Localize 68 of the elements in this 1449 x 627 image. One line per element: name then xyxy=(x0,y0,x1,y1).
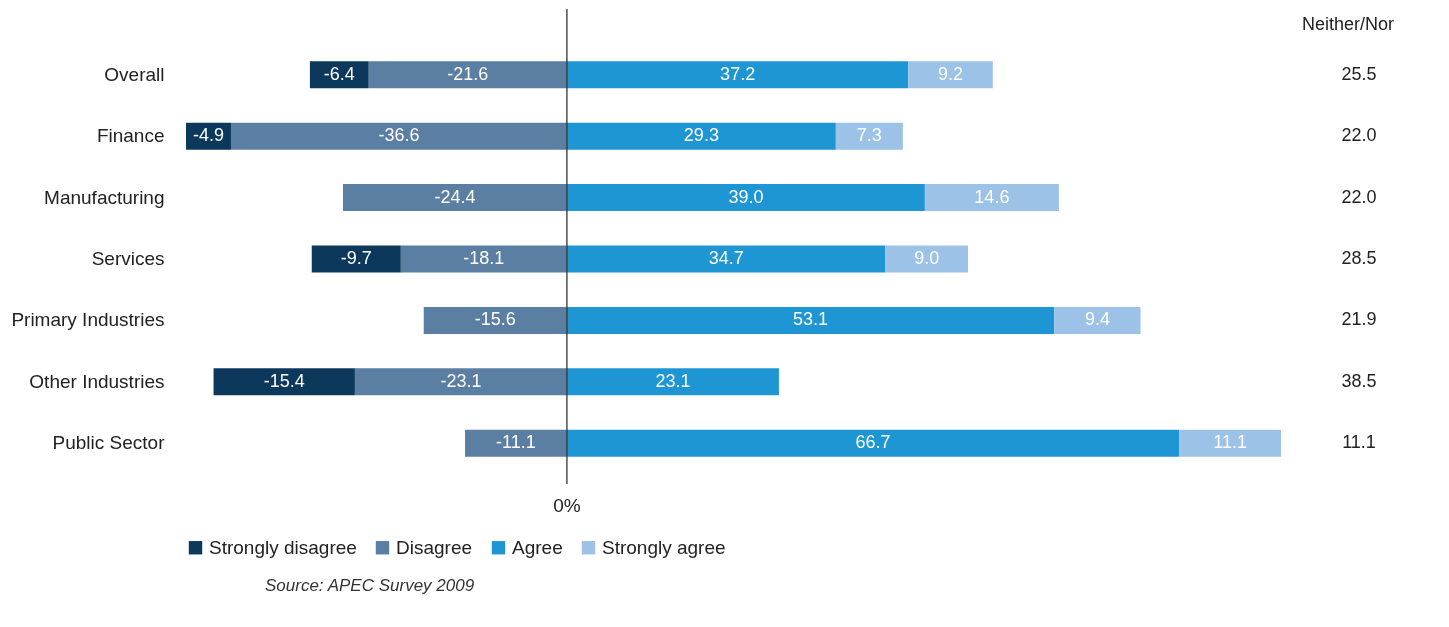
bar xyxy=(342,184,567,212)
bar xyxy=(1179,429,1281,457)
data-label: 34.7 xyxy=(708,248,744,268)
text: 28.5 xyxy=(1341,248,1377,268)
data-label: 7.3 xyxy=(856,125,882,146)
bar xyxy=(309,61,369,89)
legend-label: Strongly agree xyxy=(602,536,726,558)
text: 22.0 xyxy=(1341,186,1377,207)
text: 11.1 xyxy=(1342,432,1376,453)
text: Neither/Nor xyxy=(1301,14,1394,34)
data-label: 9.2 xyxy=(938,63,964,84)
bar xyxy=(566,368,779,396)
data-label: -15.6 xyxy=(474,309,516,330)
data-label: 66.7 xyxy=(855,432,891,453)
legend-label: Agree xyxy=(512,536,563,558)
bar xyxy=(400,245,567,273)
bar xyxy=(566,429,1180,457)
data-label: 23.1 xyxy=(655,370,691,391)
text: 0% xyxy=(553,495,581,516)
data-label: -4.9 xyxy=(192,125,224,146)
legend-label: Disagree xyxy=(396,536,473,558)
y-tick-label: Other Industries xyxy=(29,370,165,392)
y-tick-label: Public Sector xyxy=(52,432,166,454)
data-label: -23.1 xyxy=(440,370,482,391)
bar xyxy=(908,61,993,89)
data-label: 53.1 xyxy=(793,309,829,330)
bar xyxy=(465,429,567,457)
bar xyxy=(213,368,355,396)
text: 22.0 xyxy=(1341,125,1377,146)
legend-label: Strongly disagree xyxy=(209,536,357,558)
data-label: -24.4 xyxy=(434,186,476,207)
data-label: 39.0 xyxy=(728,186,764,207)
bar xyxy=(566,61,909,89)
bar xyxy=(1054,306,1141,334)
data-label: 11.1 xyxy=(1213,432,1247,453)
data-label: -21.6 xyxy=(447,63,489,84)
y-tick-label: Manufacturing xyxy=(44,186,165,208)
bar xyxy=(311,245,401,273)
data-label: -9.7 xyxy=(340,248,372,268)
bar xyxy=(368,61,567,89)
bar xyxy=(835,122,903,150)
bar xyxy=(885,245,969,273)
bar xyxy=(924,184,1059,212)
bar xyxy=(423,306,567,334)
y-tick-label: Primary Industries xyxy=(11,309,165,331)
data-label: 29.3 xyxy=(683,125,719,146)
data-label: -18.1 xyxy=(463,248,505,268)
text: 25.5 xyxy=(1341,63,1377,84)
data-label: -11.1 xyxy=(496,432,536,453)
bar xyxy=(566,245,886,273)
bar xyxy=(566,306,1055,334)
data-label: 37.2 xyxy=(720,63,756,84)
y-tick-label: Overall xyxy=(104,63,165,85)
data-label: -36.6 xyxy=(378,125,420,146)
data-label: 9.0 xyxy=(914,248,940,268)
text: 21.9 xyxy=(1341,309,1377,330)
source-note: Source: APEC Survey 2009 xyxy=(265,576,476,596)
y-tick-label: Services xyxy=(91,248,165,269)
data-label: -6.4 xyxy=(323,63,355,84)
bar xyxy=(566,122,836,150)
bar xyxy=(566,184,925,212)
y-tick-label: Finance xyxy=(96,125,165,147)
bar xyxy=(230,122,567,150)
bar xyxy=(354,368,567,396)
text: 38.5 xyxy=(1341,370,1377,391)
data-label: -15.4 xyxy=(263,370,305,391)
data-label: 14.6 xyxy=(974,186,1010,207)
data-label: 9.4 xyxy=(1084,309,1110,330)
